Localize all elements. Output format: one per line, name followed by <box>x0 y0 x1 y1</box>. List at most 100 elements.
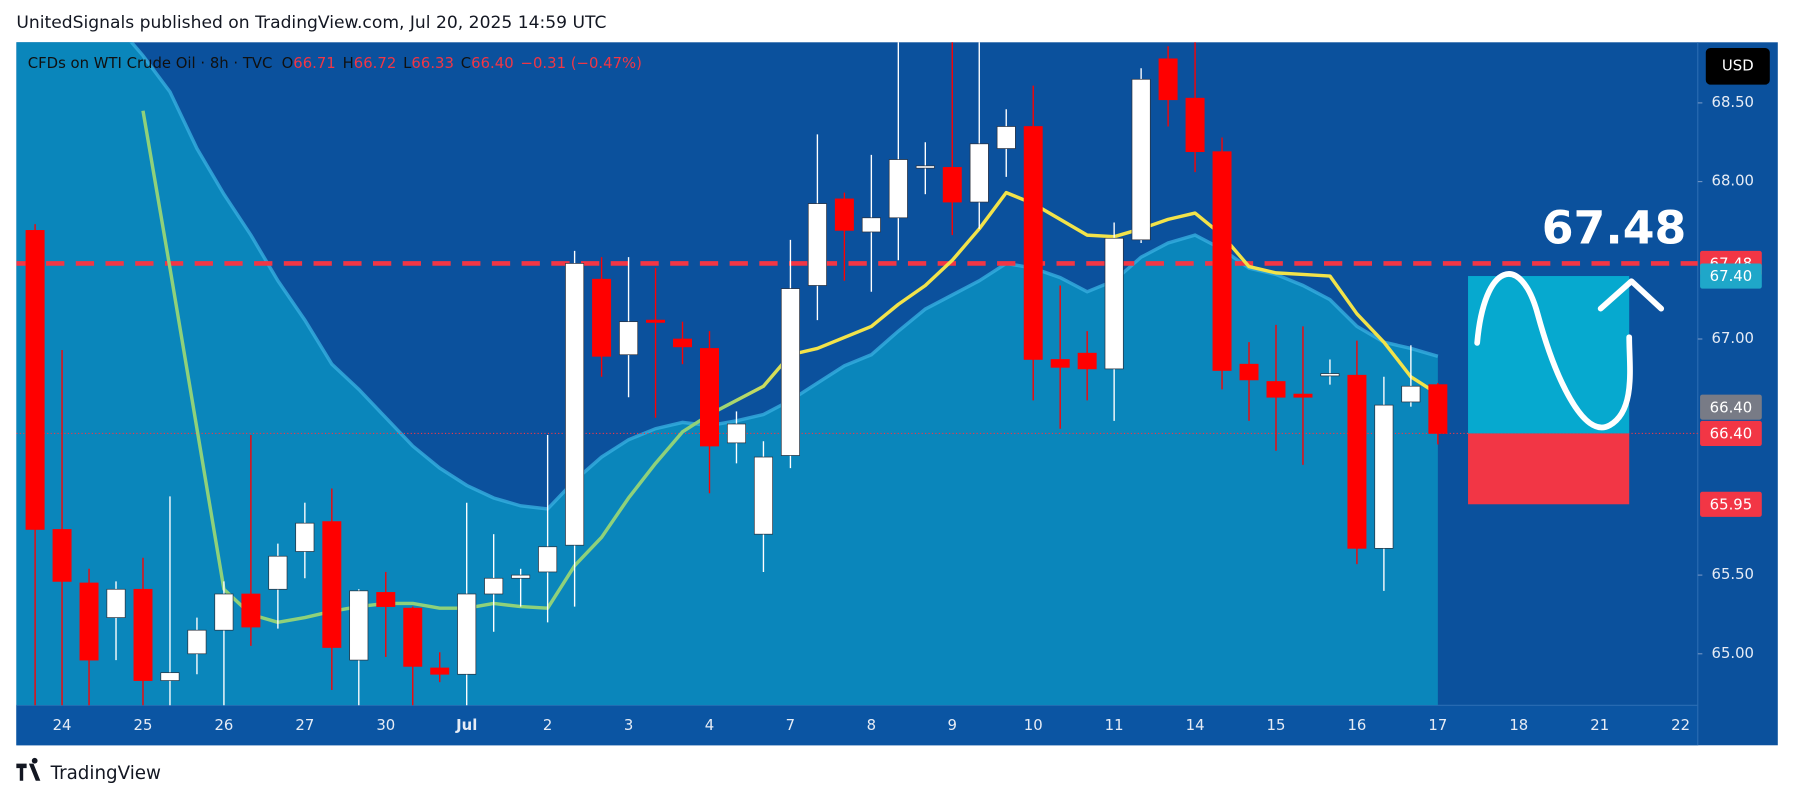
candle-body <box>1428 384 1448 434</box>
x-tick-label: 17 <box>1428 716 1447 734</box>
candle-body <box>484 577 504 595</box>
arrow-drawing <box>1597 278 1665 312</box>
candle-body <box>646 319 666 323</box>
ohlc-key: H <box>343 54 354 72</box>
candle-body <box>807 203 827 286</box>
y-tick-label: 68.50 <box>1712 93 1755 111</box>
price-badge <box>1700 420 1762 447</box>
candle-body <box>376 592 396 607</box>
x-tick-label: 8 <box>867 716 876 734</box>
ohlc-key: O <box>282 54 294 72</box>
candle-body <box>79 582 99 661</box>
candle-body <box>538 546 558 573</box>
brand-logo <box>16 757 41 781</box>
candle-body <box>322 521 342 648</box>
candle-body <box>1212 151 1232 371</box>
candle-body <box>1347 374 1367 549</box>
ohlc-key: C <box>461 54 471 72</box>
candle-body <box>565 263 585 546</box>
x-tick-label: 27 <box>295 716 314 734</box>
candle-body <box>673 338 693 348</box>
candle-body <box>52 529 72 582</box>
x-tick-label: 30 <box>376 716 395 734</box>
x-tick-label: 24 <box>53 716 72 734</box>
x-tick-label: 18 <box>1509 716 1528 734</box>
candle-body <box>1050 359 1070 368</box>
y-tick-label: 65.00 <box>1712 644 1755 662</box>
candle-body <box>780 288 800 456</box>
candle-body <box>1104 237 1124 370</box>
candle-body <box>25 230 45 530</box>
candle-body <box>753 456 773 535</box>
legend: CFDs on WTI Crude Oil · 8h · TVC O66.71 H6… <box>28 54 642 72</box>
y-tick-label: 68.00 <box>1712 172 1755 190</box>
price-badge <box>1700 394 1762 420</box>
candle-body <box>592 278 612 357</box>
candle-body <box>1293 393 1313 398</box>
candle-body <box>214 593 234 631</box>
x-tick-label: 2 <box>543 716 552 734</box>
price-badge-label: 66.40 <box>1710 425 1753 443</box>
ohlc-key: L <box>403 54 412 72</box>
candle-body <box>1239 363 1259 381</box>
annotation: 67.48 <box>1542 201 1687 254</box>
ohlc-value: 66.71 <box>293 54 336 72</box>
ohlc-value: 66.40 <box>471 54 514 72</box>
y-tick-label: 65.50 <box>1712 565 1755 583</box>
x-tick-label: 10 <box>1024 716 1043 734</box>
x-tick-label: 9 <box>948 716 957 734</box>
wave-drawing <box>1474 271 1633 431</box>
x-tick-label: 11 <box>1105 716 1124 734</box>
candle-body <box>295 522 315 552</box>
candle-body <box>457 593 477 675</box>
x-tick-label: 4 <box>705 716 714 734</box>
stop-zone <box>1468 433 1630 505</box>
time-axis <box>16 705 1698 746</box>
candle-body <box>726 423 746 444</box>
x-tick-label: 16 <box>1347 716 1366 734</box>
candle-body <box>1131 78 1151 241</box>
candle-body <box>1266 381 1286 398</box>
x-tick-label: 25 <box>134 716 153 734</box>
candle-body <box>619 321 639 356</box>
candle-body <box>241 593 261 628</box>
candle-body <box>1401 385 1421 403</box>
candle-body <box>1185 97 1205 153</box>
price-badge-label: 66.40 <box>1710 398 1753 416</box>
plot <box>16 42 1698 706</box>
x-tick-label: 21 <box>1590 716 1609 734</box>
candle-body <box>888 159 908 219</box>
price-badge-label: 67.40 <box>1710 267 1753 285</box>
candle-body <box>915 165 935 169</box>
price-badge <box>1700 491 1762 517</box>
band-area <box>16 42 1438 706</box>
currency-box <box>1705 48 1770 85</box>
candle-body <box>133 588 153 681</box>
x-tick-label: Jul <box>455 716 477 734</box>
x-tick-label: 22 <box>1671 716 1690 734</box>
candle-body <box>430 667 450 675</box>
x-tick-label: 26 <box>214 716 233 734</box>
published-line: UnitedSignals published on TradingView.c… <box>16 13 606 33</box>
change: −0.31 (−0.47%) <box>521 54 642 72</box>
candle-body <box>969 143 989 203</box>
candle-body <box>511 574 531 579</box>
candle-body <box>187 629 207 655</box>
candle-body <box>834 198 854 231</box>
candle-body <box>996 126 1016 149</box>
candle-body <box>403 607 423 667</box>
candle-body <box>1077 352 1097 370</box>
price-badge-label: 65.95 <box>1710 495 1753 513</box>
price-badge <box>1700 263 1762 289</box>
candle-body <box>106 588 126 618</box>
y-tick-label: 67.00 <box>1712 329 1755 347</box>
candle-body <box>1320 373 1340 377</box>
x-tick-label: 15 <box>1267 716 1286 734</box>
candle-body <box>942 167 962 203</box>
candle-body <box>160 672 180 681</box>
brand-name: TradingView <box>50 763 161 784</box>
brand: TradingView <box>16 757 161 784</box>
x-tick-label: 14 <box>1186 716 1205 734</box>
